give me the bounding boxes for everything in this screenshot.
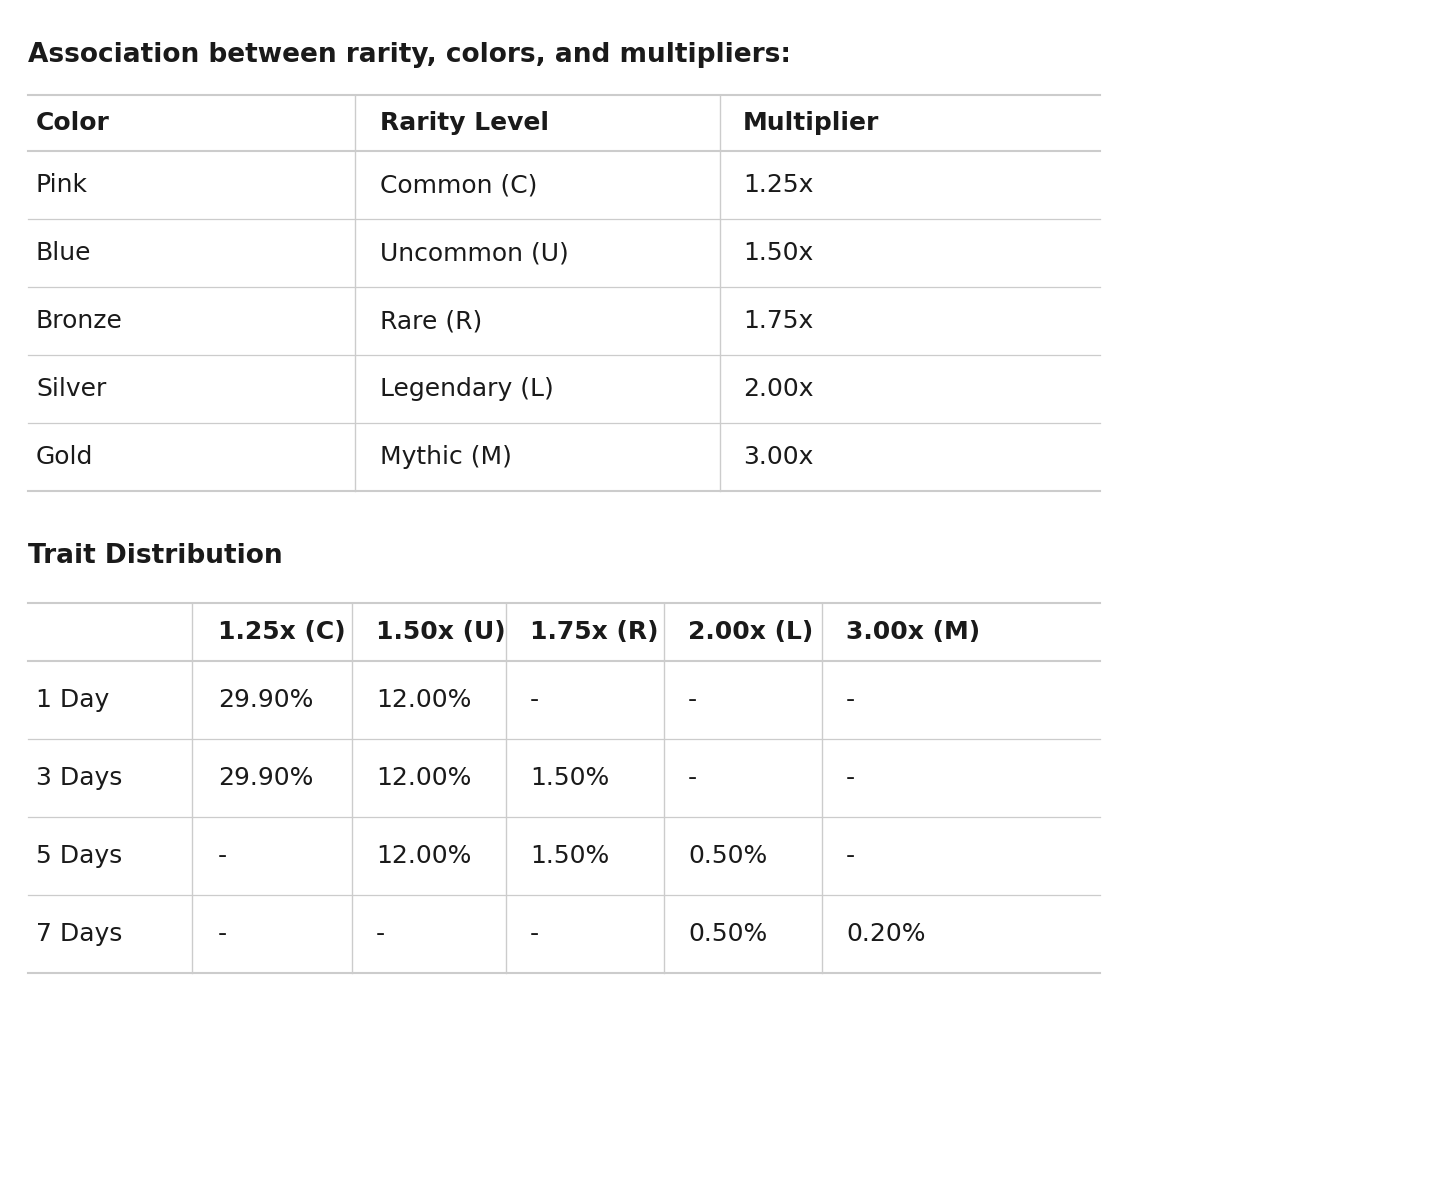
- Text: Multiplier: Multiplier: [743, 111, 879, 135]
- Text: Association between rarity, colors, and multipliers:: Association between rarity, colors, and …: [28, 42, 791, 68]
- Text: -: -: [530, 922, 539, 946]
- Text: Pink: Pink: [36, 173, 87, 197]
- Text: 2.00x (L): 2.00x (L): [689, 621, 814, 644]
- Text: Blue: Blue: [36, 241, 92, 266]
- Text: 29.90%: 29.90%: [218, 688, 313, 712]
- Text: 12.00%: 12.00%: [376, 766, 472, 790]
- Text: 0.50%: 0.50%: [689, 844, 767, 868]
- Text: Common (C): Common (C): [380, 173, 537, 197]
- Text: Bronze: Bronze: [36, 308, 122, 333]
- Text: -: -: [530, 688, 539, 712]
- Text: 3.00x: 3.00x: [743, 445, 814, 469]
- Text: 1.75x: 1.75x: [743, 308, 814, 333]
- Text: 0.50%: 0.50%: [689, 922, 767, 946]
- Text: Uncommon (U): Uncommon (U): [380, 241, 569, 266]
- Text: 29.90%: 29.90%: [218, 766, 313, 790]
- Text: -: -: [846, 844, 855, 868]
- Text: -: -: [689, 688, 697, 712]
- Text: 12.00%: 12.00%: [376, 844, 472, 868]
- Text: 1.25x: 1.25x: [743, 173, 814, 197]
- Text: Trait Distribution: Trait Distribution: [28, 543, 282, 569]
- Text: 1.75x (R): 1.75x (R): [530, 621, 658, 644]
- Text: 2.00x: 2.00x: [743, 378, 814, 401]
- Text: Color: Color: [36, 111, 109, 135]
- Text: -: -: [689, 766, 697, 790]
- Text: 1.50x: 1.50x: [743, 241, 814, 266]
- Text: Mythic (M): Mythic (M): [380, 445, 513, 469]
- Text: -: -: [846, 688, 855, 712]
- Text: 1.50%: 1.50%: [530, 766, 609, 790]
- Text: -: -: [218, 922, 227, 946]
- Text: Legendary (L): Legendary (L): [380, 378, 553, 401]
- Text: -: -: [376, 922, 386, 946]
- Text: 7 Days: 7 Days: [36, 922, 122, 946]
- Text: 3 Days: 3 Days: [36, 766, 122, 790]
- Text: -: -: [846, 766, 855, 790]
- Text: Silver: Silver: [36, 378, 106, 401]
- Text: 1.50%: 1.50%: [530, 844, 609, 868]
- Text: 5 Days: 5 Days: [36, 844, 122, 868]
- Text: 1.50x (U): 1.50x (U): [376, 621, 505, 644]
- Text: 3.00x (M): 3.00x (M): [846, 621, 980, 644]
- Text: -: -: [218, 844, 227, 868]
- Text: Rare (R): Rare (R): [380, 308, 482, 333]
- Text: 12.00%: 12.00%: [376, 688, 472, 712]
- Text: 1.25x (C): 1.25x (C): [218, 621, 345, 644]
- Text: 0.20%: 0.20%: [846, 922, 926, 946]
- Text: Rarity Level: Rarity Level: [380, 111, 549, 135]
- Text: Gold: Gold: [36, 445, 93, 469]
- Text: 1 Day: 1 Day: [36, 688, 109, 712]
